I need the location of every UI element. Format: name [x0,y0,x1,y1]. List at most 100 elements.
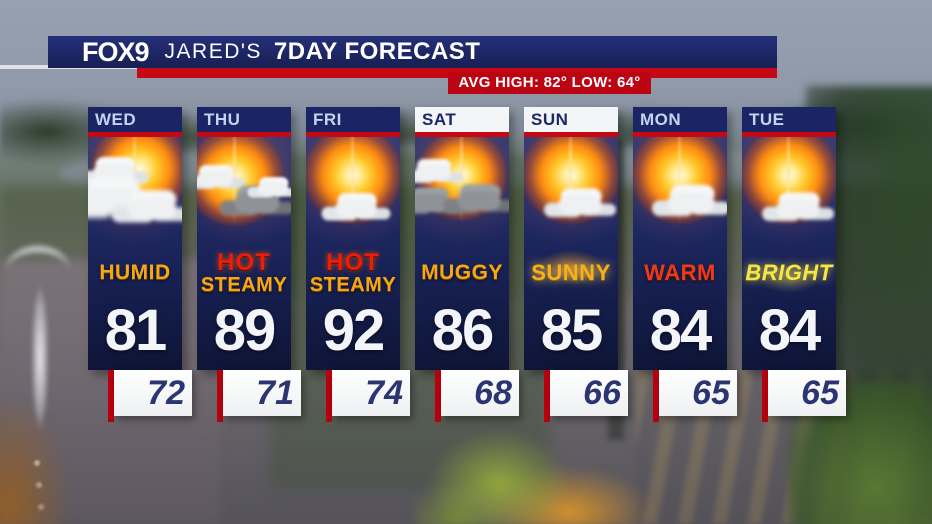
sun-with-small-cloud-icon [306,137,400,249]
low-red-stripe [653,370,659,422]
day-red-stripe [415,132,509,137]
cloud-icon [257,182,289,196]
condition-line: HOT [217,248,271,276]
forecast-panel: HUMID 81 [88,137,182,370]
forecast-panel: SUNNY 85 [524,137,618,370]
forecast-panel: HOT STEAMY 92 [306,137,400,370]
day-name: THU [204,110,241,129]
day-label-weekend: SAT [415,107,509,132]
day-label: FRI [306,107,400,132]
condition-text: WARM [633,249,727,297]
cloud-icon [197,171,233,187]
day-name: TUE [749,110,785,129]
low-temp: 68 [474,374,512,412]
condition-text: SUNNY [524,249,618,297]
day-red-stripe [88,132,182,137]
fox9-logo: FOX9 [82,36,150,67]
day-label: TUE [742,107,836,132]
avg-temps-badge: AVG HIGH: 82° LOW: 64° [448,72,651,94]
day-red-stripe [524,132,618,137]
cloud-icon [93,163,135,183]
high-temp: 86 [431,298,495,363]
forecast-column-fri: FRI HOT STEAMY 92 74 [306,107,410,422]
low-temp: 74 [365,374,403,412]
cloud-icon [667,192,715,214]
condition-text: HUMID [88,249,182,297]
cloud-icon [127,198,177,220]
day-red-stripe [197,132,291,137]
condition-line: BRIGHT [745,259,833,285]
day-label: THU [197,107,291,132]
sun-with-dark-cloud-icon [197,137,291,249]
condition-line: SUNNY [531,259,611,285]
forecast-panel: HOT STEAMY 89 [197,137,291,370]
day-red-stripe [633,132,727,137]
low-temp-box: 72 [114,370,192,416]
condition-line: STEAMY [309,274,397,297]
day-name: SAT [422,110,457,129]
cloud-icon [415,165,451,181]
forecast-panel: WARM 84 [633,137,727,370]
low-temp: 72 [147,374,185,412]
low-red-stripe [326,370,332,422]
fountain-spray [6,246,70,296]
low-temp-box: 65 [659,370,737,416]
header-bar: FOX9 JARED'S 7DAY FORECAST [48,36,777,68]
high-temp: 84 [649,298,713,363]
day-name: SUN [531,110,569,129]
high-temp: 84 [758,298,822,363]
high-temp: 89 [213,298,277,363]
high-temp: 92 [322,298,386,363]
day-label-weekend: SUN [524,107,618,132]
low-temp-box: 74 [332,370,410,416]
forecast-column-thu: THU HOT STEAMY 89 71 [197,107,301,422]
bg-lit-corner [0,400,68,524]
high-temp: 85 [540,298,604,363]
low-temp-box: 68 [441,370,519,416]
cloud-icon [776,199,820,219]
forecast-column-wed: WED HUMID 81 72 [88,107,192,422]
cloud-icon [558,195,602,215]
page-title: 7DAY FORECAST [273,38,481,65]
cloud-icon [335,199,377,219]
forecast-panel: BRIGHT 84 [742,137,836,370]
low-red-stripe [217,370,223,422]
condition-line: STEAMY [200,274,288,297]
forecast-column-sun: SUN SUNNY 85 66 [524,107,628,422]
sun-with-scattered-dark-clouds-icon [415,137,509,249]
low-temp: 65 [801,374,839,412]
low-red-stripe [108,370,114,422]
forecast-column-sat: SAT MUGGY 86 68 [415,107,519,422]
day-name: FRI [313,110,342,129]
forecast-column-tue: TUE BRIGHT 84 65 [742,107,846,422]
low-red-stripe [435,370,441,422]
forecast-column-mon: MON WARM 84 65 [633,107,737,422]
presenter-name: JARED'S [164,40,262,63]
high-temp: 81 [104,298,168,363]
condition-line: HOT [326,248,380,276]
sun-with-small-cloud-icon [742,137,836,249]
low-temp: 65 [692,374,730,412]
low-temp-box: 71 [223,370,301,416]
sun-with-small-cloud-icon [633,137,727,249]
condition-text: BRIGHT [742,249,836,297]
condition-line: MUGGY [421,261,503,285]
dark-cloud-icon [234,193,280,213]
dark-cloud-icon [415,194,449,212]
low-temp: 71 [256,374,294,412]
condition-text: MUGGY [415,249,509,297]
day-name: MON [640,110,682,129]
low-red-stripe [544,370,550,422]
sun-behind-clouds-icon [88,137,182,249]
dark-cloud-icon [457,191,501,211]
low-red-stripe [762,370,768,422]
forecast-panel: MUGGY 86 [415,137,509,370]
sun-with-small-cloud-icon [524,137,618,249]
condition-line: HUMID [99,261,171,285]
day-name: WED [95,110,137,129]
day-label: WED [88,107,182,132]
condition-text: HOT STEAMY [197,249,291,297]
condition-text: HOT STEAMY [306,249,400,297]
day-label: MON [633,107,727,132]
